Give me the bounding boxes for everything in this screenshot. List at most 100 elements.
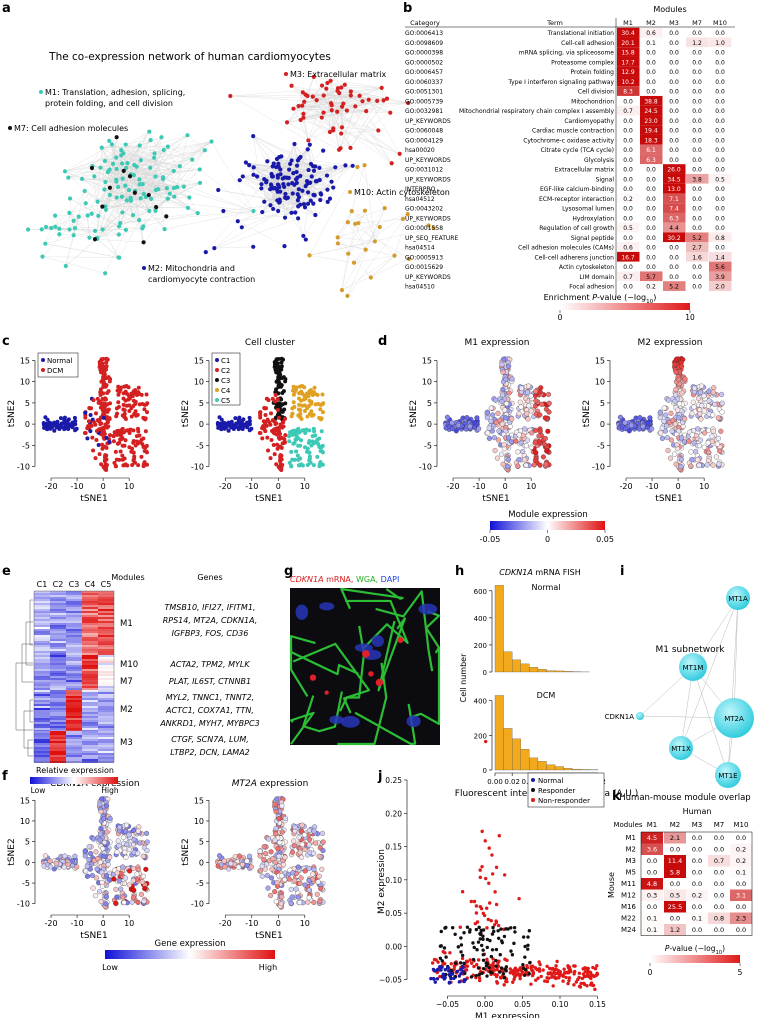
colorbar-tick-label: 10 — [685, 313, 695, 322]
heat-cell — [617, 193, 640, 204]
network-edge — [64, 171, 117, 198]
cell-point — [617, 414, 623, 420]
y-tick-label: 10 — [595, 378, 605, 387]
cell-point — [98, 387, 103, 392]
heat-cell — [98, 755, 114, 757]
cell-point — [118, 886, 124, 892]
network-edge — [330, 80, 351, 148]
cell-point — [524, 411, 530, 417]
cell-point — [84, 863, 90, 869]
term: Lysosomal lumen — [562, 206, 614, 213]
network-node — [318, 197, 323, 203]
heat-cell — [82, 645, 98, 647]
cell-point — [682, 376, 688, 382]
cell-value: 8.3 — [623, 89, 633, 96]
heat-cell — [82, 613, 98, 615]
network-node — [426, 223, 431, 228]
cell-point — [275, 408, 280, 413]
cell-point — [116, 428, 121, 433]
point-cloud — [41, 795, 150, 910]
heat-cell — [82, 718, 98, 720]
network-edge — [81, 147, 102, 179]
heat-cell — [98, 657, 114, 659]
network-node — [152, 155, 157, 160]
cell-point — [299, 841, 305, 847]
category: UP_KEYWORDS — [405, 176, 451, 183]
heat-cell — [34, 698, 50, 700]
cell-point — [123, 854, 129, 860]
network-edge — [291, 160, 306, 187]
cell-point — [101, 816, 107, 822]
heat-cell — [98, 629, 114, 631]
label-part: ) — [653, 293, 656, 302]
network-node — [161, 147, 166, 153]
cell-point — [240, 424, 245, 429]
cell-point — [92, 420, 97, 425]
cell-value: 0.0 — [623, 284, 633, 291]
cell-point — [302, 846, 308, 853]
y-tick-label: -5 — [196, 441, 204, 450]
x-tick-label: 0 — [676, 482, 681, 491]
network-node — [335, 109, 340, 114]
network-node — [89, 211, 94, 216]
term: Cell-cell adhesion — [561, 40, 614, 47]
x-tick-label: -10 — [245, 482, 258, 491]
network-edge — [350, 87, 382, 92]
heat-cell — [98, 625, 114, 627]
cell-point — [515, 463, 521, 469]
cell-point — [288, 900, 294, 906]
network-node — [132, 190, 137, 195]
cell-point — [88, 429, 93, 434]
network-node — [103, 179, 108, 185]
cell-value: 34.5 — [667, 176, 681, 183]
cell-point — [122, 408, 127, 413]
heat-cell — [98, 694, 114, 696]
cell-point — [102, 412, 107, 417]
network-node — [288, 161, 293, 167]
heat-cell — [34, 659, 50, 661]
heat-cell — [98, 671, 114, 673]
heat-cell — [709, 105, 732, 116]
cell-point — [267, 893, 274, 899]
network-node — [296, 187, 301, 192]
node-label: MT2A — [724, 715, 744, 723]
y-tick-label: 10 — [194, 378, 204, 387]
gene-node — [636, 712, 644, 720]
cell-point — [259, 873, 265, 879]
legend-swatch — [41, 368, 45, 372]
cell-value: 0.0 — [715, 108, 725, 115]
network-edge — [104, 144, 126, 161]
network-node — [62, 169, 68, 174]
cell-point — [122, 849, 128, 855]
cell-point — [84, 873, 90, 879]
network-edge — [42, 256, 106, 274]
network-node — [140, 226, 145, 231]
cell-point — [57, 424, 62, 429]
network-node — [286, 182, 291, 187]
heat-cell — [50, 708, 66, 710]
plot-title: M1 subnetwork — [655, 645, 725, 655]
cell-point — [710, 428, 716, 434]
network-node — [293, 210, 298, 215]
heat-cell — [34, 651, 50, 653]
cell-point — [637, 415, 643, 421]
heat-cell — [66, 682, 82, 684]
cell-value: 0.0 — [692, 89, 702, 96]
cell-point — [302, 882, 308, 888]
network-node — [251, 165, 256, 170]
network-node — [128, 198, 134, 203]
network-edge — [326, 88, 340, 150]
cell-value: 0.0 — [715, 157, 725, 164]
network-edge — [295, 212, 304, 236]
cell-point — [268, 875, 275, 881]
cell-point — [712, 401, 718, 407]
network-edge — [91, 167, 167, 217]
cell-point — [97, 452, 102, 457]
cell-value: 0.0 — [669, 69, 679, 76]
cell-point — [258, 415, 263, 420]
cell-point — [540, 454, 546, 460]
network-edge — [242, 174, 281, 177]
cell-point — [122, 875, 129, 881]
category: GO:0001558 — [405, 225, 443, 232]
cell-point — [543, 461, 549, 467]
